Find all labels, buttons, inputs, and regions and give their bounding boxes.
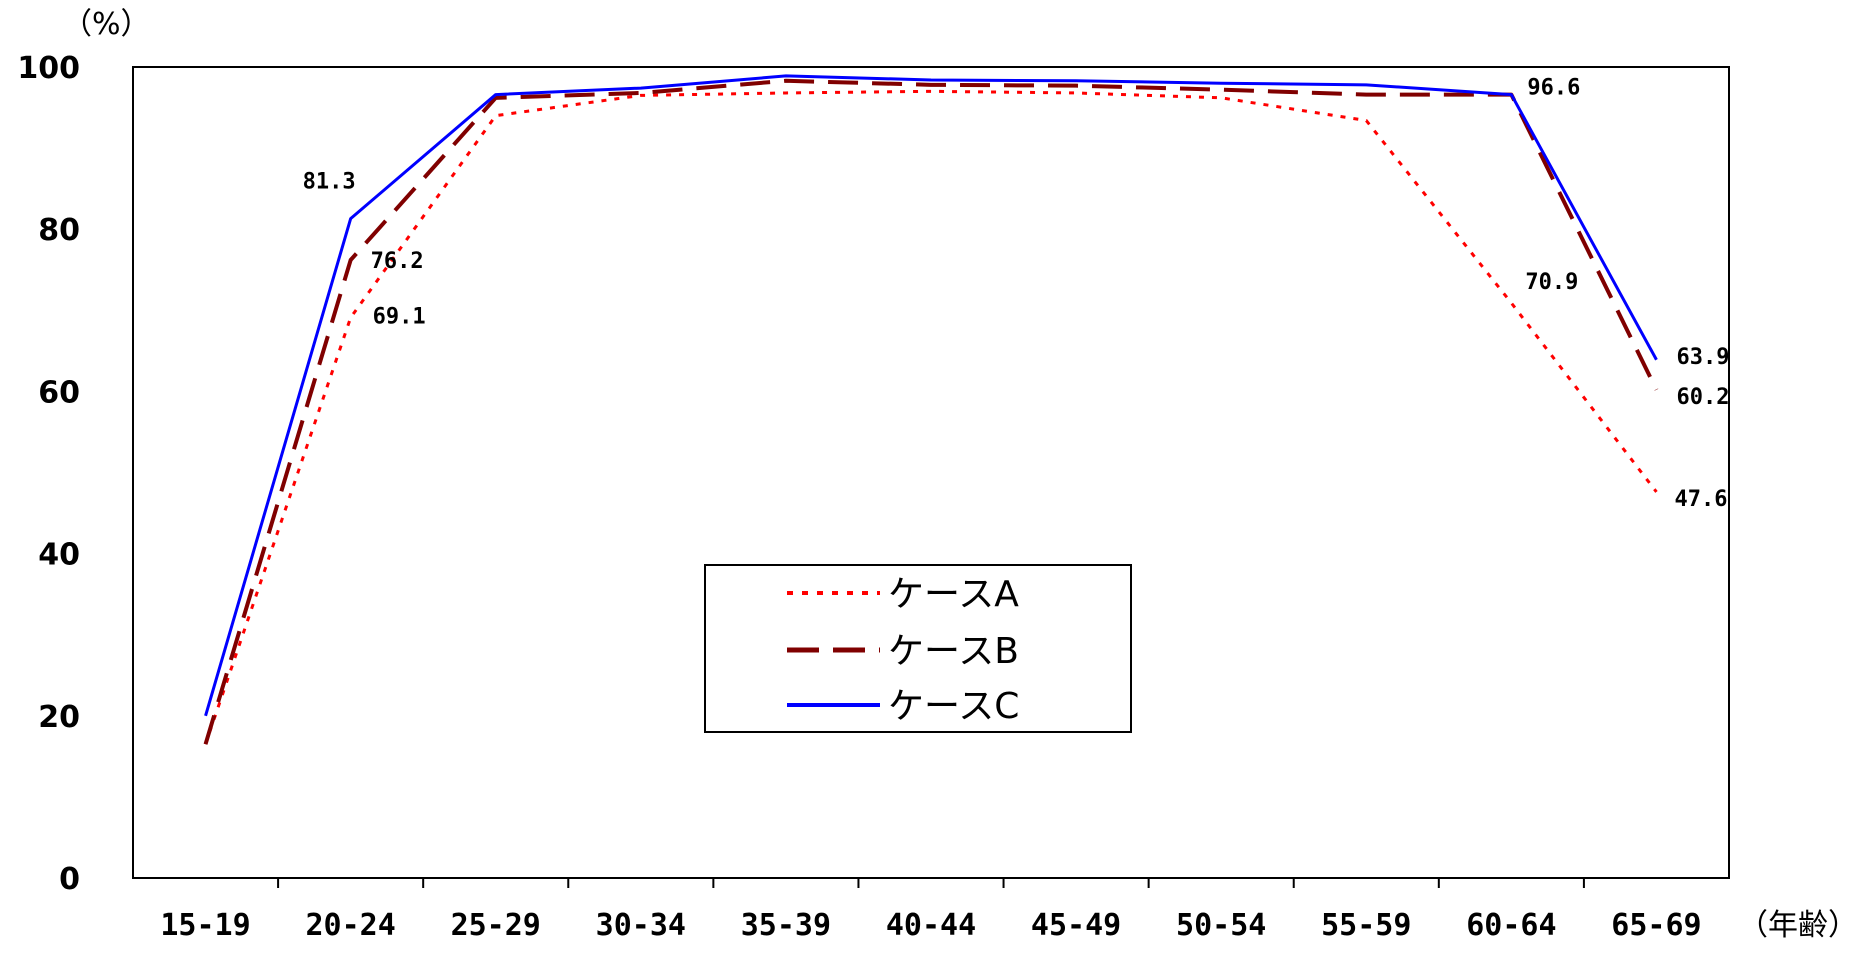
data-label: 47.6 bbox=[1674, 487, 1727, 512]
legend-label-case-c: ケースC bbox=[888, 686, 1019, 727]
data-label: 96.6 bbox=[1527, 76, 1580, 101]
x-tick-label: 55-59 bbox=[1321, 908, 1411, 943]
legend: ケースA ケースB ケースC bbox=[704, 564, 1132, 733]
x-tick-label: 60-64 bbox=[1466, 908, 1556, 943]
y-tick-label: 60 bbox=[38, 375, 80, 410]
data-label: 63.9 bbox=[1676, 345, 1729, 370]
data-label: 76.2 bbox=[371, 249, 424, 274]
x-tick-label: 35-39 bbox=[741, 908, 831, 943]
data-label: 69.1 bbox=[373, 305, 426, 330]
x-tick-label: 30-34 bbox=[596, 908, 686, 943]
series-lines bbox=[203, 74, 1659, 745]
x-tick-label: 40-44 bbox=[886, 908, 976, 943]
x-unit-label: （年齢） bbox=[1738, 908, 1858, 943]
x-axis-tick-labels: 15-19 20-24 25-29 30-34 35-39 40-44 45-49 50-54… bbox=[160, 908, 1701, 943]
y-tick-label: 20 bbox=[38, 700, 80, 735]
legend-label-case-b: ケースB bbox=[888, 631, 1019, 672]
y-unit-label: （%） bbox=[62, 7, 151, 42]
x-tick-marks bbox=[277, 878, 1585, 888]
x-tick-label: 65-69 bbox=[1611, 908, 1701, 943]
y-tick-label: 40 bbox=[38, 538, 80, 573]
series-line-case-b bbox=[203, 78, 1659, 745]
legend-box bbox=[704, 564, 1132, 733]
y-axis-tick-labels: 0 20 40 60 80 100 bbox=[17, 51, 80, 897]
data-label: 60.2 bbox=[1676, 385, 1729, 410]
data-label: 81.3 bbox=[303, 170, 356, 195]
y-tick-label: 100 bbox=[17, 51, 80, 86]
x-tick-label: 15-19 bbox=[160, 908, 250, 943]
legend-label-case-a: ケースA bbox=[888, 574, 1019, 615]
x-tick-label: 50-54 bbox=[1176, 908, 1266, 943]
plot-frame bbox=[132, 66, 1730, 879]
y-tick-label: 80 bbox=[38, 213, 80, 248]
data-labels: 69.1 70.9 47.6 76.2 60.2 81.3 96.6 63.9 bbox=[303, 76, 1730, 512]
data-label: 70.9 bbox=[1525, 270, 1578, 295]
series-line-case-a bbox=[204, 89, 1658, 745]
x-tick-label: 45-49 bbox=[1031, 908, 1121, 943]
x-tick-label: 25-29 bbox=[451, 908, 541, 943]
x-tick-label: 20-24 bbox=[305, 908, 395, 943]
y-tick-label: 0 bbox=[59, 862, 80, 897]
series-line-case-c bbox=[204, 74, 1658, 717]
